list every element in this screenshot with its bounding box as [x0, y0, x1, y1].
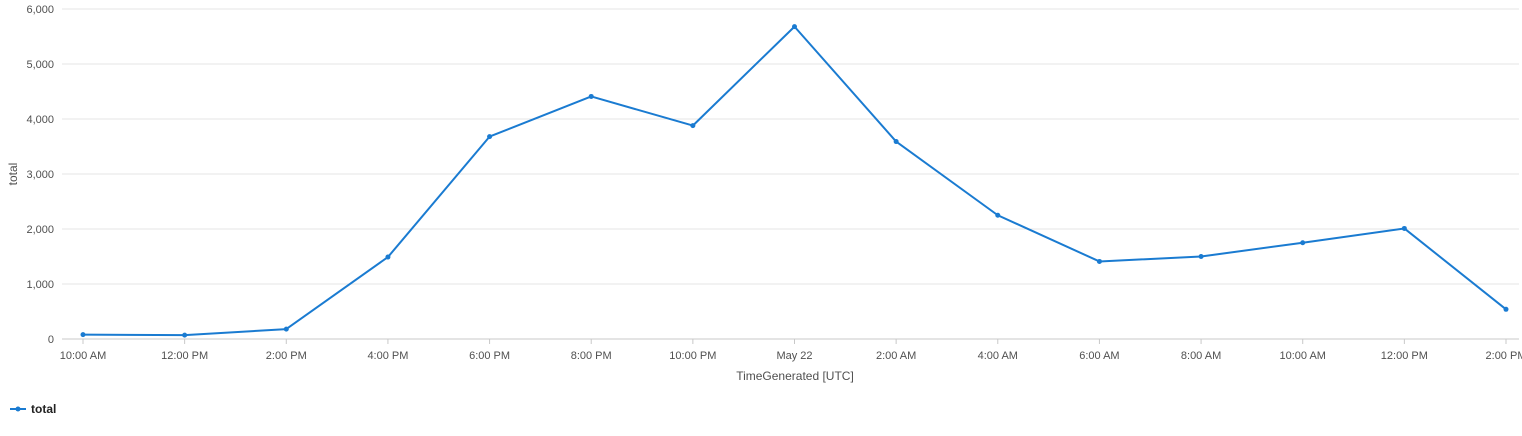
x-tick-label: 2:00 AM — [876, 350, 916, 362]
data-point[interactable] — [690, 123, 696, 129]
y-tick-label: 3,000 — [26, 169, 54, 181]
data-point[interactable] — [182, 332, 188, 338]
data-point[interactable] — [1401, 225, 1407, 231]
x-tick-label: 8:00 AM — [1181, 350, 1221, 362]
data-point[interactable] — [385, 254, 391, 260]
x-tick-label: 4:00 PM — [367, 350, 408, 362]
data-point[interactable] — [80, 332, 86, 338]
data-point[interactable] — [1503, 306, 1509, 312]
y-tick-label: 6,000 — [26, 4, 54, 16]
x-tick-label: 6:00 PM — [469, 350, 510, 362]
y-axis-ticks: 0 1,000 2,000 3,000 4,000 5,000 6,000 — [26, 4, 54, 346]
x-tick-label: 4:00 AM — [978, 350, 1018, 362]
x-tick-label: 2:00 PM — [266, 350, 307, 362]
data-point[interactable] — [1198, 254, 1204, 259]
y-axis-title: total — [6, 163, 20, 186]
gridlines — [62, 8, 1519, 340]
x-tick-label: 10:00 PM — [669, 350, 716, 362]
legend-label-total: total — [31, 402, 56, 416]
y-tick-label: 4,000 — [26, 114, 54, 126]
data-point[interactable] — [1096, 258, 1102, 264]
y-tick-label: 5,000 — [26, 59, 54, 71]
y-tick-label: 1,000 — [26, 279, 54, 291]
x-tick-label: 10:00 AM — [1279, 350, 1325, 362]
x-tick-label: 12:00 PM — [1381, 350, 1428, 362]
x-tick-label: 8:00 PM — [571, 350, 612, 362]
data-point[interactable] — [995, 212, 1001, 218]
x-tick-label: 12:00 PM — [161, 350, 208, 362]
legend-dot-icon — [15, 406, 21, 412]
data-point[interactable] — [792, 24, 797, 30]
legend[interactable]: total — [10, 402, 56, 416]
y-tick-label: 0 — [48, 334, 54, 346]
data-point[interactable] — [487, 134, 493, 140]
data-point[interactable] — [1300, 240, 1306, 246]
x-axis-title: TimeGenerated [UTC] — [736, 369, 854, 383]
x-tick-label: 6:00 AM — [1079, 350, 1119, 362]
data-point[interactable] — [283, 326, 289, 332]
x-tick-label: 2:00 PM — [1486, 350, 1522, 362]
x-tick-label: 10:00 AM — [60, 350, 106, 362]
x-tick-label: May 22 — [776, 350, 812, 362]
series-line-total[interactable] — [82, 25, 1507, 337]
data-point[interactable] — [893, 139, 899, 145]
series-layer — [80, 24, 1509, 338]
x-axis-ticks: 10:00 AM 12:00 PM 2:00 PM 4:00 PM 6:00 PM 8:0… — [60, 339, 1522, 362]
y-tick-label: 2,000 — [26, 224, 54, 236]
data-point[interactable] — [588, 93, 594, 99]
